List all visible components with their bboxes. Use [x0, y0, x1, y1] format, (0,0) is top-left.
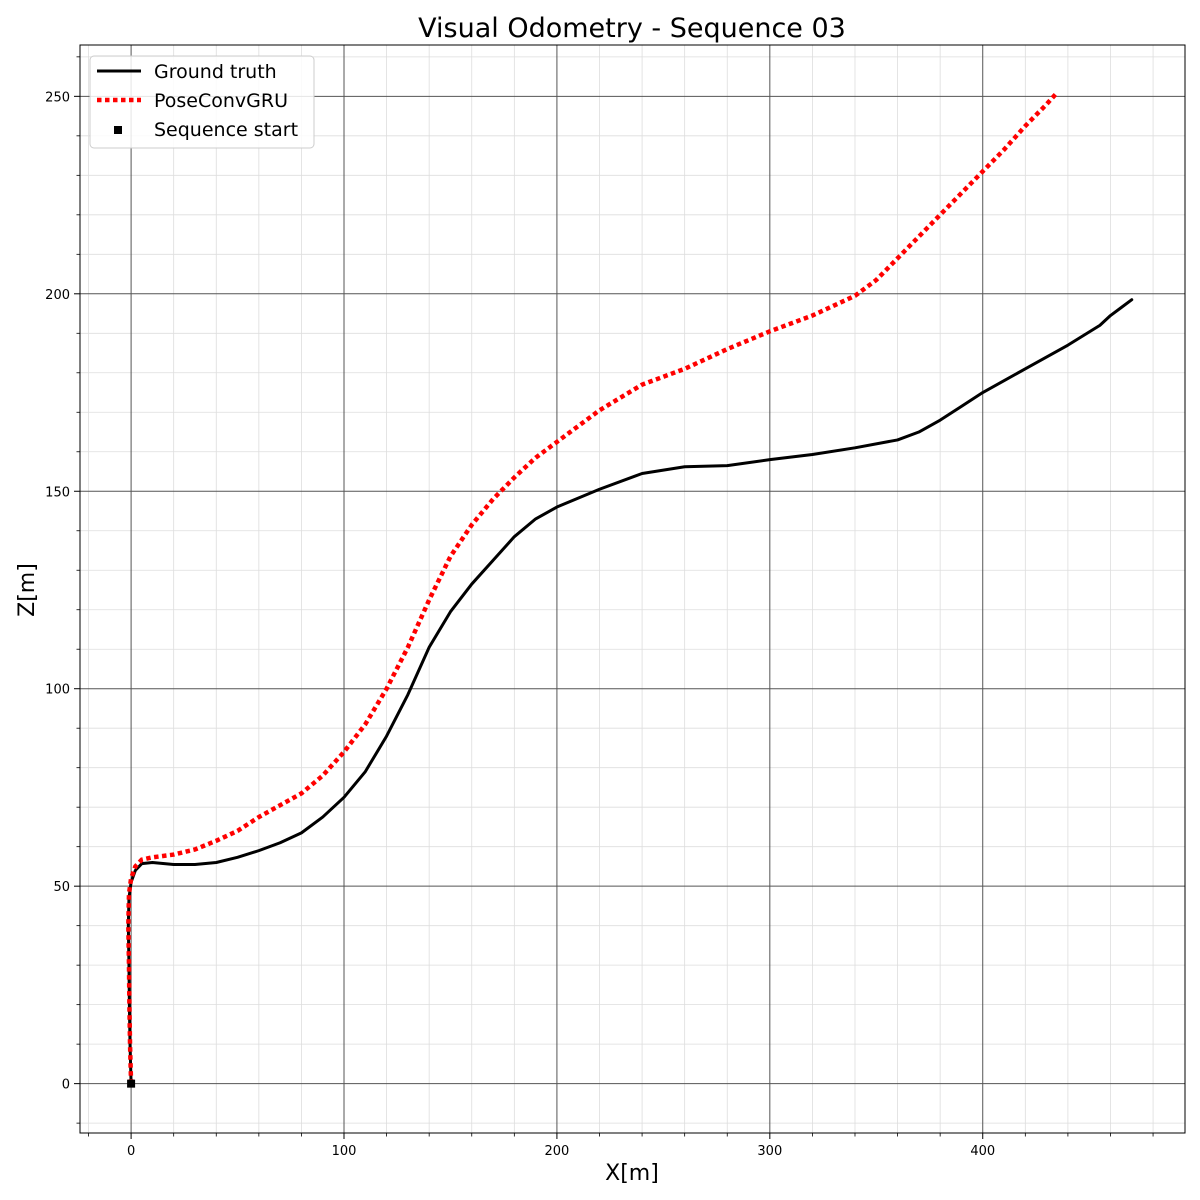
y-tick-label: 100: [45, 683, 70, 698]
y-tick-label: 50: [53, 880, 70, 895]
series-line-ground-truth: [126, 298, 1134, 1086]
legend-label-ground-truth: Ground truth: [154, 61, 277, 83]
sequence-start-marker: [127, 1079, 136, 1088]
y-tick-label: 200: [45, 288, 70, 303]
chart-title: Visual Odometry - Sequence 03: [418, 13, 846, 44]
series-line-poseconvgru: [126, 90, 1059, 1084]
x-tick-label: 100: [332, 1144, 357, 1159]
x-tick-label: 300: [757, 1144, 782, 1159]
legend-label-sequence-start: Sequence start: [154, 119, 298, 141]
y-tick-label: 150: [45, 485, 70, 500]
y-axis-label: Z[m]: [15, 563, 40, 617]
x-tick-label: 0: [127, 1144, 135, 1159]
legend: Ground truth PoseConvGRU Sequence start: [89, 55, 315, 149]
x-tick-label: 400: [970, 1144, 995, 1159]
plot-area: 0 100 200 300 400 0 50 100 150 200 250: [45, 44, 1186, 1159]
y-tick-label: 0: [62, 1078, 70, 1093]
x-tick-label: 200: [545, 1144, 570, 1159]
legend-label-poseconvgru: PoseConvGRU: [154, 90, 288, 112]
legend-box: [89, 55, 315, 149]
x-axis-label: X[m]: [605, 1161, 659, 1186]
legend-swatch-sequence-start: [114, 126, 122, 134]
plot-frame: [79, 44, 1186, 1134]
y-tick-label: 250: [45, 90, 70, 105]
